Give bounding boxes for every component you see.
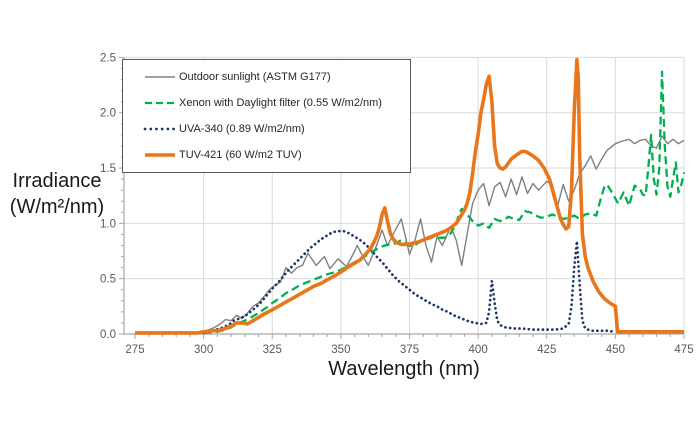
legend-swatch-dotted-navy-line-icon [143, 127, 177, 131]
x-tick-label-300: 300 [194, 344, 213, 356]
x-tick-label-450: 450 [606, 344, 625, 356]
curve-outdoor-sunlight [197, 135, 685, 335]
x-tick-label-325: 325 [263, 344, 282, 356]
x-tick-label-375: 375 [400, 344, 419, 356]
y-tick-label-2.0: 2.0 [100, 108, 116, 120]
legend-swatch-solid-gray-line-icon [145, 76, 175, 78]
legend-item-xenon-daylight: Xenon with Daylight filter (0.55 W/m2/nm… [143, 92, 410, 114]
y-tick-label-1.5: 1.5 [100, 163, 116, 175]
legend-label-uva-340: UVA-340 (0.89 W/m2/nm) [179, 123, 305, 135]
y-axis-title-line1: Irradiance [12, 170, 102, 192]
legend-item-uva-340: UVA-340 (0.89 W/m2/nm) [143, 118, 410, 140]
x-tick-label-400: 400 [469, 344, 488, 356]
legend-label-xenon-daylight: Xenon with Daylight filter (0.55 W/m2/nm… [179, 97, 382, 109]
x-tick-label-425: 425 [537, 344, 556, 356]
y-axis-title-line2: (W/m²/nm) [9, 196, 105, 218]
legend: Outdoor sunlight (ASTM G177) Xenon with … [122, 59, 411, 173]
legend-swatch-solid-orange-line-icon [145, 153, 175, 157]
legend-swatch-dashed-green-line-icon [145, 101, 175, 105]
legend-label-tuv-421: TUV-421 (60 W/m2 TUV) [179, 149, 302, 161]
y-tick-label-0.0: 0.0 [100, 329, 116, 341]
x-tick-label-275: 275 [125, 344, 144, 356]
y-tick-label-0.5: 0.5 [100, 274, 116, 286]
legend-item-tuv-421: TUV-421 (60 W/m2 TUV) [143, 144, 410, 166]
curve-tuv-421 [135, 57, 684, 335]
y-tick-label-2.5: 2.5 [100, 52, 116, 64]
y-tick-label-1.0: 1.0 [100, 218, 116, 230]
curve-uva-340 [202, 229, 617, 335]
legend-label-outdoor-sunlight: Outdoor sunlight (ASTM G177) [179, 71, 331, 83]
x-tick-label-350: 350 [331, 344, 350, 356]
y-axis-title: Irradiance (W/m²/nm) [0, 168, 114, 220]
x-tick-label-475: 475 [674, 344, 693, 356]
legend-item-outdoor-sunlight: Outdoor sunlight (ASTM G177) [143, 66, 410, 88]
curve-xenon-daylight [203, 70, 686, 335]
x-axis-title: Wavelength (nm) [328, 358, 480, 380]
